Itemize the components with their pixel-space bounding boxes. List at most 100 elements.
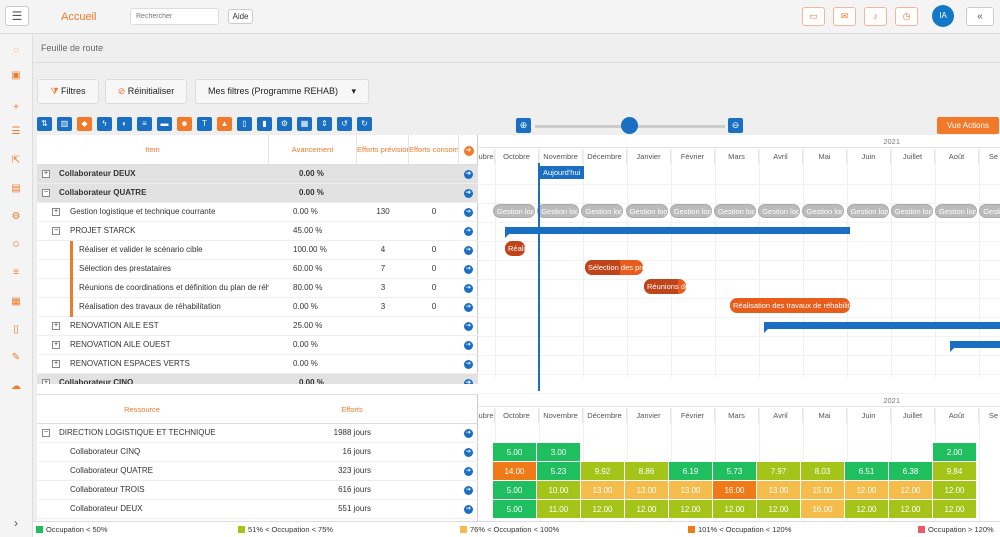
menu-icon[interactable]: ☰ bbox=[5, 6, 29, 26]
zoom-out-icon[interactable]: ⊖ bbox=[728, 118, 743, 133]
my-filters-select[interactable]: Mes filtres (Programme REHAB) ▾ bbox=[195, 79, 369, 104]
plus-icon[interactable]: + bbox=[13, 102, 19, 113]
occupancy-cell[interactable]: 16.00 bbox=[713, 481, 757, 500]
occupancy-cell[interactable]: 3.00 bbox=[537, 443, 581, 462]
occupancy-cell[interactable]: 5.23 bbox=[537, 462, 581, 481]
recurring-task-bar[interactable]: Gestion logistique et technique courrant… bbox=[493, 204, 535, 218]
goto-arrow-icon[interactable]: ➔ bbox=[464, 246, 473, 255]
table-row[interactable]: Réunions de coordinations et définition … bbox=[37, 279, 478, 298]
table-row[interactable]: Réalisation des travaux de réhabilitatio… bbox=[37, 298, 478, 317]
app-title[interactable]: Accueil bbox=[61, 11, 97, 23]
collapse-icon[interactable]: − bbox=[52, 227, 60, 235]
occupancy-cell[interactable]: 13.00 bbox=[581, 481, 625, 500]
occupancy-cell[interactable]: 11.00 bbox=[537, 500, 581, 519]
bell-icon[interactable]: ♪ bbox=[864, 7, 887, 26]
occupancy-cell[interactable]: 13.00 bbox=[669, 481, 713, 500]
occupancy-cell[interactable]: 6.38 bbox=[889, 462, 933, 481]
task-bar[interactable]: Réaliser et valider le scénario cible bbox=[505, 241, 525, 256]
goto-arrow-icon[interactable]: ➔ bbox=[464, 360, 473, 369]
table-row[interactable]: + RENOVATION AILE EST 25.00 % ➔ bbox=[37, 317, 478, 336]
goto-arrow-icon[interactable]: ➔ bbox=[464, 284, 473, 293]
clock-icon[interactable]: ◷ bbox=[895, 7, 918, 26]
resource-row[interactable]: Collaborateur CINQ 16 jours ➔ bbox=[37, 443, 478, 462]
calendar-icon[interactable]: ▦ bbox=[297, 117, 312, 131]
table-row[interactable]: Réaliser et valider le scénario cible 100… bbox=[37, 241, 478, 260]
search-input[interactable] bbox=[130, 8, 219, 25]
pdf-icon[interactable]: ▯ bbox=[237, 117, 252, 131]
expand-icon[interactable]: + bbox=[52, 208, 60, 216]
recurring-task-bar[interactable]: Gestion logistique et technique courrant… bbox=[935, 204, 977, 218]
tasks-icon[interactable]: ≡ bbox=[13, 267, 19, 278]
recurring-task-bar[interactable]: Gestion logistique et technique courrant… bbox=[802, 204, 845, 218]
table-icon[interactable]: ▦ bbox=[11, 296, 21, 307]
table-row[interactable]: + Collaborateur DEUX 0.00 % ➔ bbox=[37, 165, 478, 184]
header-efforts[interactable]: Efforts bbox=[341, 405, 363, 414]
zoom-slider-knob[interactable] bbox=[621, 117, 638, 134]
occupancy-cell[interactable]: 16.00 bbox=[801, 500, 845, 519]
recurring-task-bar[interactable]: Gestion logistique et technique courrant… bbox=[758, 204, 801, 218]
goto-arrow-icon[interactable]: ➔ bbox=[464, 170, 473, 179]
occupancy-cell[interactable]: 13.00 bbox=[625, 481, 669, 500]
redo-icon[interactable]: ↻ bbox=[357, 117, 372, 131]
expand-icon[interactable]: + bbox=[52, 360, 60, 368]
briefcase-icon[interactable]: ▣ bbox=[11, 70, 21, 81]
expand-icon[interactable]: + bbox=[52, 341, 60, 349]
resource-row[interactable]: Collaborateur QUATRE 323 jours ➔ bbox=[37, 462, 478, 481]
goto-arrow-icon[interactable]: ➔ bbox=[464, 505, 473, 514]
resource-row[interactable]: − DIRECTION LOGISTIQUE ET TECHNIQUE 1988 j… bbox=[37, 424, 478, 443]
table-row[interactable]: − PROJET STARCK 45.00 % ➔ bbox=[37, 222, 478, 241]
goto-arrow-icon[interactable]: ➔ bbox=[464, 429, 473, 438]
occupancy-cell[interactable]: 12.00 bbox=[889, 481, 933, 500]
occupancy-cell[interactable]: 12.00 bbox=[625, 500, 669, 519]
lightbulb-icon[interactable]: ◌ bbox=[13, 45, 19, 56]
occupancy-cell[interactable]: 7.97 bbox=[757, 462, 801, 481]
lightning-icon[interactable]: ϟ bbox=[97, 117, 112, 131]
undo-icon[interactable]: ↺ bbox=[337, 117, 352, 131]
text-size-icon[interactable]: T bbox=[197, 117, 212, 131]
sort-icon[interactable]: ⇕ bbox=[317, 117, 332, 131]
tag-icon[interactable]: ◆ bbox=[77, 117, 92, 131]
occupancy-cell[interactable]: 12.00 bbox=[845, 481, 889, 500]
goto-arrow-icon[interactable]: ➔ bbox=[464, 379, 473, 388]
recurring-task-bar[interactable]: Gestion logistique et technique courrant… bbox=[625, 204, 668, 218]
header-resource[interactable]: Ressource bbox=[124, 405, 160, 414]
occupancy-cell[interactable]: 12.00 bbox=[713, 500, 757, 519]
list-icon[interactable]: ☰ bbox=[11, 126, 21, 137]
expand-icon[interactable]: + bbox=[42, 170, 50, 178]
occupancy-cell[interactable]: 6.19 bbox=[669, 462, 713, 481]
occupancy-cell[interactable]: 5.00 bbox=[493, 481, 537, 500]
share-icon[interactable]: ⇱ bbox=[11, 155, 21, 166]
recurring-task-bar[interactable]: Gestion logistique et technique courrant… bbox=[846, 204, 889, 218]
occupancy-cell[interactable]: 12.00 bbox=[581, 500, 625, 519]
collapse-icon[interactable]: − bbox=[42, 189, 50, 197]
task-bar[interactable]: Réalisation des travaux de réhabilitatio… bbox=[730, 298, 850, 313]
goto-arrow-icon[interactable]: ➔ bbox=[464, 448, 473, 457]
occupancy-cell[interactable]: 5.00 bbox=[493, 500, 537, 519]
occupancy-cell[interactable]: 6.51 bbox=[845, 462, 889, 481]
occupancy-cell[interactable]: 2.00 bbox=[933, 443, 977, 462]
document-icon[interactable]: ▯ bbox=[13, 324, 19, 335]
occupancy-cell[interactable]: 5.00 bbox=[493, 443, 537, 462]
header-arrow-icon[interactable]: ➔ bbox=[459, 135, 478, 165]
goto-arrow-icon[interactable]: ➔ bbox=[464, 208, 473, 217]
avatar[interactable]: IA bbox=[932, 5, 954, 27]
columns-icon[interactable]: ▥ bbox=[57, 117, 72, 131]
occupancy-cell[interactable]: 10.00 bbox=[537, 481, 581, 500]
goto-arrow-icon[interactable]: ➔ bbox=[464, 189, 473, 198]
collapse-button[interactable]: « bbox=[966, 7, 994, 26]
occupancy-cell[interactable]: 15.00 bbox=[801, 481, 845, 500]
occupancy-cell[interactable]: 12.00 bbox=[845, 500, 889, 519]
monitor-icon[interactable]: ▭ bbox=[802, 7, 825, 26]
expand-icon[interactable]: + bbox=[52, 322, 60, 330]
goto-arrow-icon[interactable]: ➔ bbox=[464, 303, 473, 312]
resource-row[interactable]: Collaborateur DEUX 551 jours ➔ bbox=[37, 500, 478, 519]
recurring-task-bar[interactable]: Gestion logistique et technique courrant… bbox=[537, 204, 580, 218]
edit-icon[interactable]: ✎ bbox=[11, 352, 21, 363]
mail-icon[interactable]: ✉ bbox=[833, 7, 856, 26]
gear-icon[interactable]: ⚙ bbox=[11, 211, 21, 222]
export-icon[interactable]: ▮ bbox=[257, 117, 272, 131]
occupancy-cell[interactable]: 9.84 bbox=[933, 462, 977, 481]
occupancy-cell[interactable]: 12.00 bbox=[889, 500, 933, 519]
rows-icon[interactable]: ≡ bbox=[137, 117, 152, 131]
summary-bar-aile-est[interactable] bbox=[764, 322, 1000, 333]
